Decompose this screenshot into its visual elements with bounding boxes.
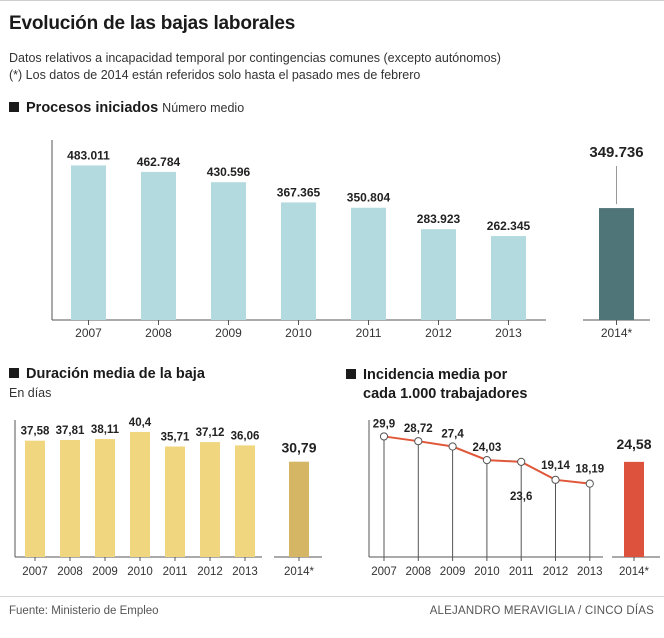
incidencia-point-2013 — [585, 479, 594, 488]
source-text: Fuente: Ministerio de Empleo — [9, 605, 159, 617]
incidencia-category-label: 2010 — [474, 566, 500, 578]
duracion-bar-2008 — [60, 439, 80, 557]
duracion-highlight-category-label: 2014* — [284, 566, 315, 578]
incidencia-category-label: 2013 — [577, 566, 603, 578]
section-marker-icon — [346, 369, 356, 379]
incidencia-category-label: 2009 — [440, 566, 466, 578]
procesos-unit: Número medio — [162, 101, 245, 115]
procesos-category-label: 2011 — [356, 326, 382, 340]
incidencia-point-2010 — [482, 456, 491, 465]
section-marker-icon — [9, 368, 19, 378]
incidencia-value-label: 27,4 — [441, 429, 464, 441]
chart-subtitle: Datos relativos a incapacidad temporal p… — [9, 51, 501, 65]
procesos-bar-2013 — [491, 236, 526, 320]
duracion-category-label: 2013 — [232, 566, 258, 578]
duracion-category-label: 2008 — [57, 566, 83, 578]
procesos-category-label: 2008 — [145, 326, 172, 340]
duracion-bar-2009 — [95, 439, 115, 557]
section-marker-icon — [9, 102, 19, 112]
incidencia-value-label: 18,19 — [575, 464, 604, 476]
duracion-value-label: 37,81 — [56, 425, 85, 437]
duracion-category-label: 2012 — [197, 566, 223, 578]
duracion-category-label: 2007 — [22, 566, 48, 578]
incidencia-category-label: 2011 — [509, 566, 534, 578]
procesos-value-label: 462.784 — [137, 155, 181, 169]
duracion-value-label: 37,12 — [196, 427, 225, 439]
incidencia-title-line2: cada 1.000 trabajadores — [363, 386, 528, 402]
footer-rule — [0, 596, 664, 597]
procesos-bar-2009 — [211, 182, 246, 320]
duracion-category-label: 2010 — [127, 566, 153, 578]
duracion-value-label: 36,06 — [231, 430, 260, 442]
procesos-value-label: 283.923 — [417, 212, 461, 226]
incidencia-bar-2014 — [624, 461, 644, 557]
credit-text: ALEJANDRO MERAVIGLIA / CINCO DÍAS — [429, 605, 654, 617]
procesos-highlight-category-label: 2014* — [601, 326, 633, 340]
procesos-bar-2007 — [71, 165, 106, 320]
incidencia-value-label: 23,6 — [510, 491, 532, 503]
incidencia-point-2011 — [517, 457, 526, 466]
procesos-title: Procesos iniciados — [26, 100, 159, 116]
incidencia-value-label: 29,9 — [373, 418, 395, 430]
duracion-bar-2007 — [25, 440, 45, 557]
incidencia-point-2012 — [551, 475, 560, 484]
procesos-bar-2010 — [281, 202, 316, 320]
procesos-highlight-value-label: 349.736 — [589, 144, 643, 161]
procesos-category-label: 2013 — [495, 326, 522, 340]
duracion-bar-2013 — [235, 445, 255, 557]
duracion-unit: En días — [9, 386, 52, 400]
incidencia-point-2009 — [448, 442, 457, 451]
procesos-value-label: 367.365 — [277, 185, 321, 199]
incidencia-highlight-category-label: 2014* — [619, 566, 650, 578]
duracion-bar-2010 — [130, 431, 150, 557]
procesos-bar-2014 — [599, 208, 634, 320]
incidencia-category-label: 2007 — [371, 566, 397, 578]
incidencia-value-label: 24,03 — [473, 442, 502, 454]
procesos-bar-2011 — [351, 207, 386, 320]
incidencia-point-2008 — [414, 437, 423, 446]
chart-title: Evolución de las bajas laborales — [9, 13, 296, 34]
procesos-category-label: 2010 — [285, 326, 312, 340]
duracion-value-label: 40,4 — [129, 417, 152, 429]
incidencia-highlight-value-label: 24,58 — [616, 436, 651, 452]
procesos-bar-2012 — [421, 229, 456, 320]
incidencia-point-2007 — [379, 432, 389, 441]
procesos-value-label: 262.345 — [487, 219, 531, 233]
procesos-value-label: 483.011 — [67, 148, 110, 162]
top-rule — [0, 0, 664, 1]
chart-note: (*) Los datos de 2014 están referidos so… — [9, 68, 421, 82]
duracion-value-label: 38,11 — [91, 424, 120, 436]
section-procesos: Procesos iniciados Número medio — [9, 100, 244, 116]
incidencia-category-label: 2012 — [543, 566, 569, 578]
procesos-bar-2008 — [141, 171, 176, 320]
duracion-value-label: 35,71 — [161, 431, 190, 443]
duracion-category-label: 2011 — [163, 566, 188, 578]
incidencia-value-label: 28,72 — [404, 423, 433, 435]
duracion-bar-2011 — [165, 446, 185, 557]
incidencia-value-label: 19,14 — [541, 460, 570, 472]
procesos-category-label: 2007 — [75, 326, 102, 340]
incidencia-title: Incidencia media por — [363, 367, 508, 383]
procesos-value-label: 430.596 — [207, 165, 251, 179]
duracion-bar-2014 — [289, 461, 309, 557]
incidencia-category-label: 2008 — [406, 566, 432, 578]
duracion-category-label: 2009 — [92, 566, 118, 578]
duracion-highlight-value-label: 30,79 — [281, 440, 316, 456]
procesos-category-label: 2012 — [425, 326, 452, 340]
procesos-category-label: 2009 — [215, 326, 242, 340]
duracion-bar-2012 — [200, 442, 220, 557]
procesos-value-label: 350.804 — [347, 191, 391, 205]
duracion-title: Duración media de la baja — [26, 366, 205, 382]
section-duracion: Duración media de la baja — [9, 366, 205, 382]
duracion-value-label: 37,58 — [21, 426, 50, 438]
section-incidencia: Incidencia media por cada 1.000 trabajad… — [346, 366, 527, 404]
